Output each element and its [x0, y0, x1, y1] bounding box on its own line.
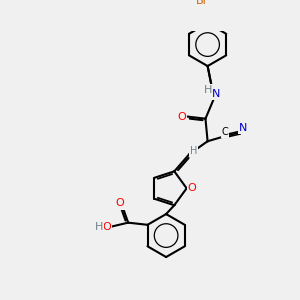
- Text: Br: Br: [196, 0, 208, 6]
- Text: C: C: [222, 127, 228, 137]
- Text: O: O: [178, 112, 186, 122]
- Text: O: O: [116, 199, 124, 208]
- Text: O: O: [102, 222, 111, 232]
- Text: N: N: [239, 123, 248, 133]
- Text: N: N: [212, 89, 220, 99]
- Text: H: H: [95, 222, 103, 232]
- Text: H: H: [204, 85, 212, 95]
- Text: H: H: [190, 146, 197, 156]
- Text: O: O: [188, 183, 196, 193]
